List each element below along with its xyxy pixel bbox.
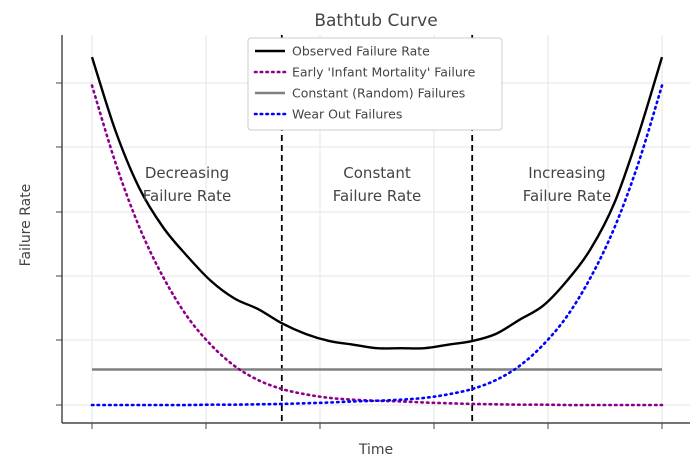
y-axis-label: Failure Rate bbox=[18, 184, 34, 267]
legend-box bbox=[247, 37, 503, 131]
series-line-0 bbox=[90, 56, 664, 350]
region-label-line1: Constant bbox=[343, 164, 411, 182]
x-axis-label: Time bbox=[358, 442, 393, 458]
legend-label: Wear Out Failures bbox=[292, 107, 402, 122]
series-line-3 bbox=[90, 84, 664, 407]
region-label-line2: Failure Rate bbox=[333, 187, 422, 205]
region-label-line1: Increasing bbox=[528, 164, 605, 182]
region-label-line1: Decreasing bbox=[145, 164, 229, 182]
region-label-line2: Failure Rate bbox=[523, 187, 612, 205]
chart-title: Bathtub Curve bbox=[314, 11, 437, 31]
legend: Observed Failure Rate Early 'Infant Morta… bbox=[247, 37, 503, 131]
legend-label: Constant (Random) Failures bbox=[292, 86, 465, 101]
axis-ticks bbox=[56, 82, 663, 429]
legend-label: Observed Failure Rate bbox=[292, 44, 430, 59]
series-line-1 bbox=[90, 84, 664, 407]
axes bbox=[61, 35, 690, 424]
region-labels: Decreasing Failure Rate Constant Failure Ra… bbox=[143, 164, 611, 205]
series-lines bbox=[90, 56, 664, 407]
legend-label: Early 'Infant Mortality' Failure bbox=[292, 65, 476, 80]
region-label-line2: Failure Rate bbox=[143, 187, 232, 205]
